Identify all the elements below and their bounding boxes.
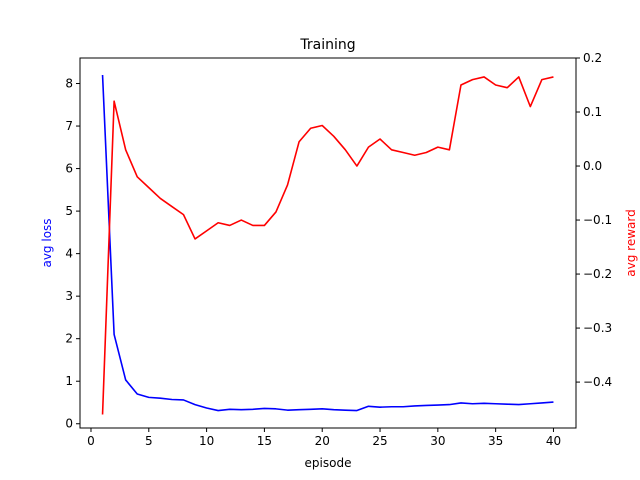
y-right-tick-label: −0.4 (583, 375, 612, 389)
plot-background (80, 58, 576, 428)
y-axis-right-label: avg reward (624, 209, 638, 276)
y-left-tick-label: 7 (65, 119, 73, 133)
x-tick-label: 30 (430, 434, 445, 448)
y-left-tick-label: 0 (65, 417, 73, 431)
loss-series-line (101, 74, 554, 412)
y-right-tick-label: 0.2 (583, 51, 602, 65)
x-tick-label: 15 (257, 434, 272, 448)
x-tick-label: 0 (87, 434, 95, 448)
y-right-tick-label: −0.2 (583, 267, 612, 281)
x-tick-label: 35 (488, 434, 503, 448)
y-left-tick-label: 1 (65, 374, 73, 388)
y-right-tick-label: 0.1 (583, 105, 602, 119)
y-left-tick-label: 8 (65, 77, 73, 91)
reward-series-line (101, 76, 554, 415)
y-axis-left-label: avg loss (40, 218, 54, 267)
axes-layer: 0 5 10 15 20 25 30 35 40 0 1 2 3 4 5 6 7 8 −0.4 −0.3 −0.2 −0.… (65, 51, 612, 448)
x-axis-label: episode (305, 456, 352, 470)
x-tick-label: 10 (199, 434, 214, 448)
y-left-tick-label: 4 (65, 247, 73, 261)
series-layer (101, 74, 554, 415)
chart-title: Training (299, 37, 355, 53)
y-right-tick-label: 0.0 (583, 159, 602, 173)
x-tick-label: 5 (145, 434, 153, 448)
x-tick-label: 25 (372, 434, 387, 448)
x-tick-label: 20 (315, 434, 330, 448)
y-left-tick-label: 6 (65, 162, 73, 176)
x-tick-label: 40 (546, 434, 561, 448)
plot-frame (79, 57, 577, 429)
y-right-tick-label: −0.3 (583, 321, 612, 335)
y-left-tick-label: 5 (65, 204, 73, 218)
y-right-tick-label: −0.1 (583, 213, 612, 227)
y-left-tick-label: 3 (65, 289, 73, 303)
y-left-tick-label: 2 (65, 332, 73, 346)
